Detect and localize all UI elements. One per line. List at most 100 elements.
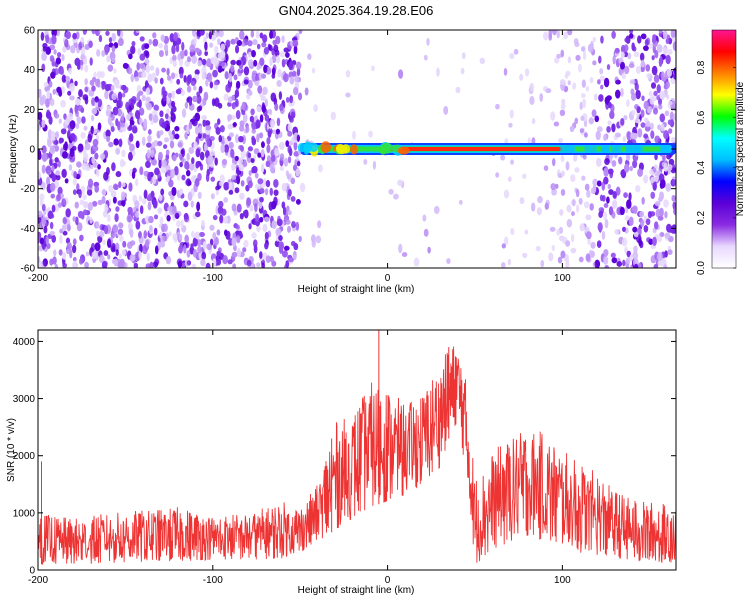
noise-speckle [612, 191, 617, 199]
noise-speckle [153, 227, 158, 236]
noise-speckle [537, 196, 543, 204]
noise-speckle [135, 178, 139, 187]
noise-speckle [59, 234, 63, 244]
noise-speckle [283, 157, 289, 167]
noise-speckle [191, 175, 197, 183]
noise-speckle [255, 213, 259, 222]
noise-speckle [242, 210, 247, 217]
noise-speckle [620, 44, 626, 54]
noise-speckle [189, 44, 196, 53]
noise-speckle [62, 46, 67, 53]
noise-speckle [186, 169, 191, 177]
noise-speckle [667, 249, 673, 255]
noise-speckle [522, 252, 528, 259]
noise-speckle [597, 79, 601, 85]
noise-speckle [267, 128, 272, 138]
noise-speckle [611, 160, 617, 167]
noise-speckle [220, 50, 226, 58]
noise-speckle [183, 200, 189, 208]
noise-speckle [87, 178, 94, 188]
noise-speckle [58, 249, 63, 256]
noise-speckle [265, 255, 271, 263]
noise-speckle [289, 95, 293, 104]
noise-speckle [295, 168, 301, 177]
noise-speckle [50, 193, 56, 199]
noise-speckle [230, 38, 236, 45]
noise-speckle [88, 89, 95, 97]
noise-speckle [101, 261, 108, 268]
noise-speckle [172, 154, 177, 162]
noise-speckle [146, 142, 152, 148]
noise-speckle [284, 245, 290, 251]
noise-speckle [133, 262, 138, 268]
snr-line [38, 346, 676, 566]
noise-speckle [247, 152, 252, 158]
noise-speckle [111, 233, 115, 239]
noise-speckle [345, 92, 351, 98]
noise-speckle [519, 73, 524, 81]
noise-speckle [61, 168, 67, 179]
spectrogram-y-ticks: -60 -40 -20 0 20 40 60 [21, 26, 676, 275]
noise-speckle [138, 195, 143, 202]
noise-speckle [194, 69, 200, 75]
noise-speckle [139, 36, 145, 42]
noise-speckle [246, 197, 252, 207]
noise-speckle [236, 59, 242, 66]
noise-speckle [643, 174, 649, 184]
noise-speckle [294, 75, 300, 83]
noise-speckle [43, 225, 48, 234]
noise-speckle [500, 261, 506, 268]
noise-speckle [664, 232, 671, 239]
noise-speckle [620, 61, 625, 70]
noise-speckle [560, 189, 566, 196]
noise-speckle [640, 122, 646, 128]
noise-speckle [423, 228, 429, 237]
noise-speckle [217, 206, 224, 214]
noise-speckle [259, 196, 264, 203]
noise-speckle [188, 121, 193, 130]
noise-speckle [247, 40, 253, 47]
noise-speckle [115, 147, 121, 155]
noise-speckle [529, 95, 535, 105]
snr-y-ticks: 0 1000 2000 3000 4000 [13, 337, 676, 577]
noise-speckle [49, 145, 56, 155]
noise-speckle [271, 260, 277, 267]
noise-speckle [91, 97, 96, 107]
noise-speckle [623, 115, 628, 121]
noise-speckle [195, 211, 201, 218]
noise-speckle [142, 198, 147, 205]
noise-speckle [242, 159, 247, 168]
noise-speckle [611, 257, 618, 264]
noise-speckle [121, 249, 126, 256]
noise-speckle [194, 178, 200, 187]
noise-speckle [95, 221, 100, 229]
noise-speckle [640, 66, 645, 73]
noise-speckle [283, 73, 289, 83]
noise-speckle [567, 56, 572, 64]
noise-speckle [139, 243, 143, 254]
noise-speckle [104, 90, 109, 100]
noise-speckle [42, 217, 47, 225]
noise-speckle [250, 158, 255, 164]
noise-speckle [666, 223, 672, 233]
noise-speckle [219, 60, 225, 67]
noise-speckle [266, 137, 271, 145]
noise-speckle [100, 153, 106, 160]
noise-speckle [225, 39, 231, 48]
noise-speckle [296, 160, 301, 167]
noise-speckle [641, 95, 645, 102]
noise-speckle [271, 220, 277, 229]
noise-speckle [253, 244, 258, 254]
noise-speckle [164, 137, 170, 143]
noise-speckle [436, 67, 440, 77]
noise-speckle [160, 34, 165, 42]
noise-speckle [259, 251, 263, 259]
x-tick-label: -200 [28, 273, 48, 284]
noise-speckle [262, 223, 268, 233]
noise-speckle [176, 220, 181, 228]
noise-speckle [152, 38, 159, 47]
noise-speckle [196, 91, 201, 97]
noise-speckle [257, 152, 262, 158]
noise-speckle [38, 234, 41, 244]
noise-speckle [620, 169, 626, 177]
